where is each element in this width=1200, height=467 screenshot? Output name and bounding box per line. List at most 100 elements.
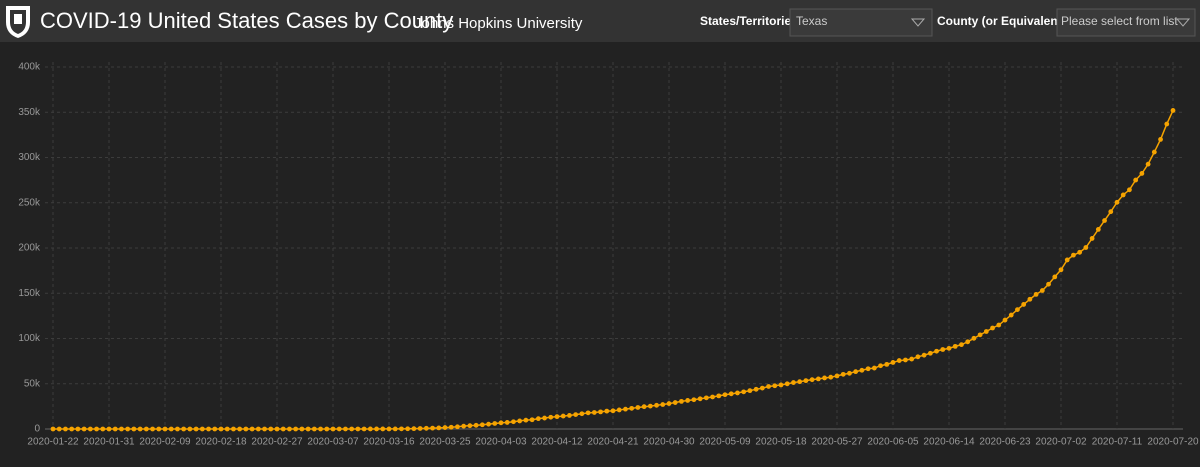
data-point <box>386 426 392 432</box>
data-point <box>697 396 703 402</box>
dropdown-arrow[interactable] <box>910 18 926 27</box>
dropdown-box[interactable] <box>1056 8 1196 37</box>
data-point <box>1039 288 1045 293</box>
data-point <box>791 380 796 385</box>
data-point <box>324 426 330 432</box>
data-point <box>467 423 473 429</box>
data-point <box>647 403 653 409</box>
data-point <box>927 350 933 356</box>
data-point <box>859 367 865 373</box>
data-point <box>380 426 386 432</box>
y-tick-label: 50k <box>24 378 41 389</box>
data-point <box>461 423 467 429</box>
data-point <box>193 426 199 432</box>
x-tick-label: 2020-04-03 <box>475 437 527 448</box>
data-point <box>940 347 946 352</box>
data-point <box>579 411 585 417</box>
data-point <box>865 366 871 372</box>
data-point <box>442 425 448 430</box>
data-point <box>305 426 311 432</box>
data-point <box>175 426 180 432</box>
data-point <box>255 426 261 432</box>
data-point <box>374 426 379 432</box>
data-point <box>934 348 939 354</box>
data-point <box>268 426 274 432</box>
data-point <box>890 360 896 365</box>
data-point <box>75 426 81 432</box>
x-tick-label: 2020-04-12 <box>531 437 583 448</box>
data-point <box>1120 192 1126 198</box>
data-point <box>1027 296 1033 302</box>
y-tick-label: 350k <box>18 107 41 118</box>
data-point <box>716 393 722 399</box>
data-point <box>585 410 591 416</box>
data-point <box>529 417 535 423</box>
data-point <box>772 383 778 389</box>
data-point <box>685 398 691 403</box>
data-point <box>1158 137 1163 142</box>
data-point <box>479 422 485 428</box>
chart: 0 50k 100k 150k 200k 250k 300k 350k 400k 2020-01-… <box>18 62 1199 448</box>
y-tick-label: 150k <box>18 288 41 299</box>
data-point <box>896 358 902 363</box>
data-point <box>803 378 809 384</box>
data-point <box>853 369 859 375</box>
data-point <box>815 376 821 382</box>
y-tick-label: 200k <box>18 243 41 254</box>
data-point <box>50 426 56 432</box>
data-point <box>591 410 597 415</box>
data-point <box>1089 236 1095 241</box>
data-point <box>100 426 106 432</box>
data-point <box>1102 218 1107 223</box>
data-point <box>81 426 87 432</box>
data-point <box>355 426 361 432</box>
dropdown-arrow[interactable] <box>1175 18 1191 27</box>
data-point <box>249 426 255 432</box>
x-tick-label: 2020-04-30 <box>643 437 695 448</box>
data-point <box>299 426 305 432</box>
data-point <box>1145 161 1151 167</box>
data-point <box>535 416 541 422</box>
data-point <box>703 395 709 401</box>
y-tick-label: 400k <box>18 62 41 73</box>
data-point <box>423 425 429 431</box>
data-point <box>759 385 765 391</box>
data-point <box>206 426 211 432</box>
x-tick-label: 2020-06-14 <box>923 437 975 448</box>
x-tick-label: 2020-06-23 <box>979 437 1031 448</box>
data-point <box>1002 317 1008 323</box>
data-point <box>722 392 728 398</box>
data-point <box>548 414 554 420</box>
data-point <box>343 426 348 432</box>
data-point <box>741 389 747 395</box>
data-point <box>660 402 666 407</box>
state-dropdown[interactable]: Texas <box>789 8 933 37</box>
data-point <box>430 425 435 431</box>
dropdown-value[interactable]: Please select from list <box>1061 14 1178 28</box>
data-point <box>629 405 635 411</box>
data-point <box>162 426 168 432</box>
data-point <box>1164 121 1170 127</box>
data-point <box>567 413 572 418</box>
data-point <box>106 426 112 432</box>
data-point <box>1077 249 1083 255</box>
data-point <box>293 426 299 432</box>
data-point <box>1170 108 1176 113</box>
data-point <box>554 414 560 420</box>
x-tick-label: 2020-03-25 <box>419 437 471 448</box>
data-point <box>946 345 952 351</box>
data-point <box>983 329 989 334</box>
data-point <box>909 356 915 362</box>
data-point <box>1071 252 1076 258</box>
data-point <box>1058 267 1064 273</box>
data-point <box>156 426 162 432</box>
data-point <box>840 371 846 377</box>
data-point <box>405 426 411 432</box>
dropdown-value[interactable]: Texas <box>796 14 827 28</box>
data-point <box>473 422 479 428</box>
data-point <box>598 409 603 415</box>
dropdown-box[interactable] <box>789 8 933 37</box>
county-dropdown[interactable]: Please select from list <box>1056 8 1196 37</box>
data-point <box>349 426 355 432</box>
data-point <box>679 398 684 404</box>
